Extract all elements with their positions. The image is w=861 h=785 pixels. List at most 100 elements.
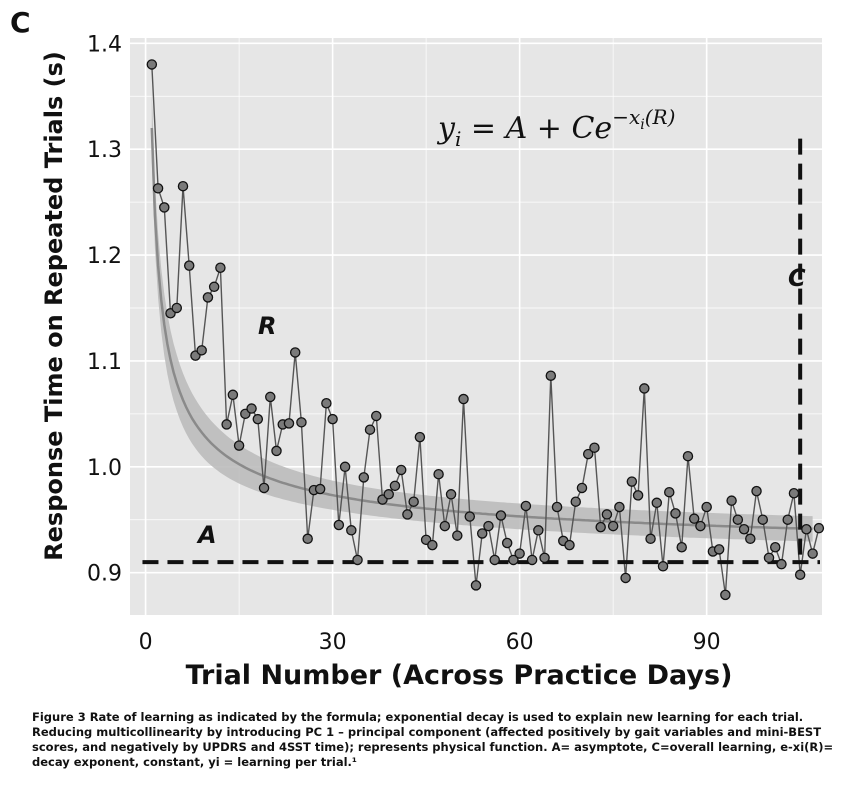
data-point bbox=[489, 554, 500, 566]
data-point bbox=[177, 180, 189, 192]
x-axis-label: Trial Number (Across Practice Days) bbox=[186, 660, 733, 691]
data-point bbox=[483, 520, 494, 532]
formula-annotation: yi = A + Ce−xi(R) bbox=[436, 105, 675, 151]
data-point bbox=[745, 533, 756, 545]
data-point bbox=[464, 511, 476, 522]
data-point bbox=[701, 501, 712, 513]
y-tick-label: 1.3 bbox=[87, 138, 122, 163]
data-point bbox=[252, 413, 264, 425]
caption-text: Figure 3 Rate of learning as indicated b… bbox=[32, 710, 834, 769]
data-point bbox=[171, 302, 183, 314]
x-tick-label: 90 bbox=[693, 630, 721, 655]
data-point bbox=[352, 554, 363, 566]
y-tick-label: 1.1 bbox=[87, 350, 122, 375]
data-point bbox=[720, 589, 731, 601]
data-point bbox=[520, 500, 532, 512]
data-point bbox=[215, 262, 226, 273]
data-point bbox=[788, 487, 800, 499]
data-point bbox=[221, 419, 232, 430]
data-point bbox=[265, 391, 276, 403]
data-point bbox=[289, 347, 301, 358]
data-point bbox=[545, 370, 557, 381]
data-point bbox=[227, 389, 239, 401]
data-point bbox=[813, 522, 825, 534]
data-point bbox=[695, 520, 706, 532]
data-point bbox=[769, 541, 781, 553]
x-tick-label: 60 bbox=[506, 630, 534, 655]
data-point bbox=[651, 497, 663, 509]
data-point bbox=[358, 472, 370, 483]
figure-caption: Figure 3 Rate of learning as indicated b… bbox=[32, 710, 842, 770]
data-point bbox=[726, 495, 737, 506]
data-point bbox=[676, 541, 687, 553]
data-point bbox=[339, 461, 351, 473]
data-point bbox=[782, 514, 793, 525]
data-point bbox=[632, 490, 644, 501]
data-point bbox=[551, 501, 563, 513]
reference-lines bbox=[142, 138, 820, 565]
data-point bbox=[314, 483, 326, 495]
data-point bbox=[283, 418, 295, 429]
data-point bbox=[414, 431, 426, 443]
data-point bbox=[657, 561, 669, 572]
data-point bbox=[271, 445, 282, 457]
data-point bbox=[607, 520, 619, 532]
data-point bbox=[395, 464, 407, 476]
annotation-c: C bbox=[788, 264, 806, 292]
data-point bbox=[346, 525, 357, 536]
data-point bbox=[682, 450, 694, 462]
data-point bbox=[159, 202, 170, 213]
data-point bbox=[620, 572, 631, 584]
data-point bbox=[439, 520, 451, 532]
data-point bbox=[614, 501, 625, 513]
data-point bbox=[452, 530, 463, 541]
data-point bbox=[402, 509, 413, 520]
data-point bbox=[595, 521, 606, 533]
data-point bbox=[639, 383, 650, 394]
data-point bbox=[470, 580, 482, 591]
data-point bbox=[626, 476, 638, 487]
data-point bbox=[514, 548, 525, 559]
data-point bbox=[763, 552, 775, 564]
data-point bbox=[389, 480, 401, 492]
data-point bbox=[539, 552, 550, 564]
data-point bbox=[258, 482, 270, 494]
y-tick-label: 1.4 bbox=[87, 32, 122, 57]
data-point bbox=[476, 528, 488, 539]
data-point bbox=[732, 514, 744, 525]
data-point bbox=[246, 403, 257, 414]
data-point bbox=[445, 489, 457, 500]
data-point bbox=[564, 539, 575, 551]
data-point bbox=[570, 496, 581, 507]
data-point bbox=[576, 482, 588, 494]
data-point bbox=[807, 548, 818, 559]
data-point bbox=[501, 537, 513, 549]
data-point bbox=[645, 533, 656, 545]
data-point bbox=[688, 513, 700, 524]
y-tick-label: 0.9 bbox=[87, 562, 122, 587]
data-point bbox=[533, 525, 544, 536]
data-point bbox=[495, 510, 507, 521]
data-point bbox=[458, 393, 469, 405]
data-point bbox=[582, 448, 594, 460]
data-point bbox=[208, 281, 220, 293]
data-point bbox=[508, 554, 519, 566]
data-point bbox=[371, 410, 382, 422]
data-point bbox=[526, 554, 538, 566]
data-point bbox=[183, 260, 195, 271]
data-point bbox=[751, 485, 762, 497]
data-point bbox=[670, 508, 681, 519]
data-point bbox=[757, 514, 769, 525]
panel-label: C bbox=[10, 6, 31, 39]
y-tick-label: 1.0 bbox=[87, 456, 122, 481]
data-point bbox=[801, 523, 812, 535]
data-point bbox=[296, 417, 307, 428]
chart: 0.9 1.0 1.1 1.2 1.3 1.4 0 30 60 90 yi = A + Ce−xi… bbox=[40, 32, 825, 691]
y-axis-label: Response Time on Repeated Trials (s) bbox=[40, 51, 68, 561]
data-point bbox=[152, 183, 164, 194]
annotation-a: A bbox=[196, 521, 217, 549]
data-point bbox=[383, 489, 394, 500]
data-point bbox=[713, 544, 725, 555]
data-point bbox=[738, 523, 750, 535]
data-points bbox=[146, 59, 825, 601]
